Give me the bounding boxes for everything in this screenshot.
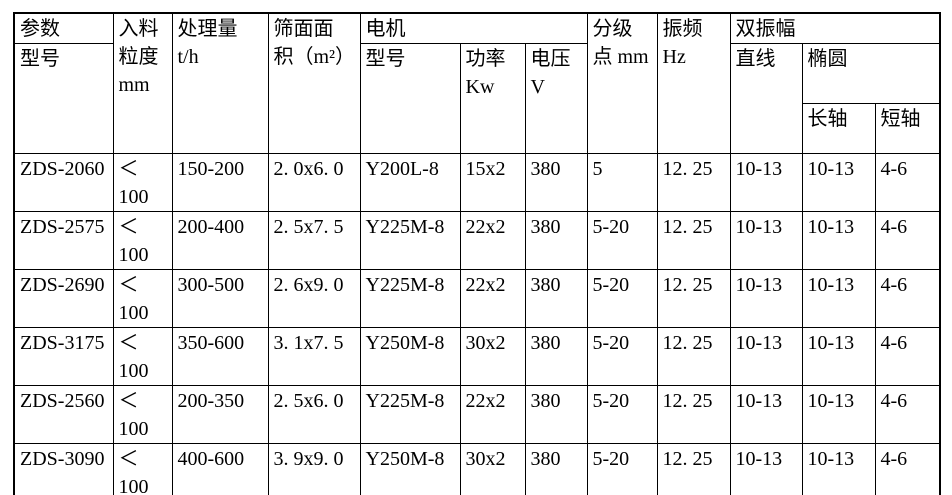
table-row: ZDS-2060 ＜ 100 150-200 2. 0x6. 0 Y200L-8… — [13, 153, 941, 212]
cell-grading: 5-20 — [586, 269, 658, 328]
cell-area: 2. 0x6. 0 — [267, 153, 361, 212]
cell-power: 22x2 — [459, 385, 526, 444]
cell-motor: Y250M-8 — [359, 327, 461, 386]
cell-linear: 10-13 — [729, 385, 803, 444]
header-screen-area: 筛面面 积（m²） — [267, 12, 361, 154]
cell-area: 2. 5x6. 0 — [267, 385, 361, 444]
cell-short-axis: 4-6 — [874, 385, 941, 444]
cell-area: 3. 1x7. 5 — [267, 327, 361, 386]
cell-long-axis: 10-13 — [801, 153, 876, 212]
cell-freq: 12. 25 — [656, 153, 731, 212]
cell-long-axis: 10-13 — [801, 443, 876, 495]
cell-capacity: 400-600 — [171, 443, 269, 495]
cell-model: ZDS-2560 — [13, 385, 114, 444]
cell-model: ZDS-3090 — [13, 443, 114, 495]
cell-freq: 12. 25 — [656, 385, 731, 444]
header-ellipse-long-axis: 长轴 — [801, 103, 876, 154]
cell-model: ZDS-3175 — [13, 327, 114, 386]
cell-area: 2. 5x7. 5 — [267, 211, 361, 270]
header-motor-group: 电机 — [359, 12, 588, 44]
cell-feed: ＜ 100 — [112, 269, 173, 328]
cell-motor: Y200L-8 — [359, 153, 461, 212]
cell-linear: 10-13 — [729, 211, 803, 270]
cell-grading: 5-20 — [586, 211, 658, 270]
cell-motor: Y250M-8 — [359, 443, 461, 495]
header-param: 参数 — [13, 12, 114, 44]
cell-voltage: 380 — [524, 385, 588, 444]
cell-capacity: 300-500 — [171, 269, 269, 328]
cell-long-axis: 10-13 — [801, 327, 876, 386]
header-amplitude-ellipse: 椭圆 — [801, 43, 941, 104]
cell-motor: Y225M-8 — [359, 385, 461, 444]
cell-freq: 12. 25 — [656, 269, 731, 328]
cell-linear: 10-13 — [729, 153, 803, 212]
cell-voltage: 380 — [524, 269, 588, 328]
cell-model: ZDS-2060 — [13, 153, 114, 212]
cell-short-axis: 4-6 — [874, 211, 941, 270]
cell-feed: ＜ 100 — [112, 385, 173, 444]
header-feed-size: 入料 粒度 mm — [112, 12, 173, 154]
cell-power: 30x2 — [459, 327, 526, 386]
header-row-2: 型号 型号 功率 Kw 电压 V 直线 椭圆 — [13, 43, 941, 154]
cell-linear: 10-13 — [729, 443, 803, 495]
cell-power: 22x2 — [459, 211, 526, 270]
cell-short-axis: 4-6 — [874, 443, 941, 495]
cell-long-axis: 10-13 — [801, 385, 876, 444]
cell-linear: 10-13 — [729, 327, 803, 386]
header-double-amplitude-group: 双振幅 — [729, 12, 941, 44]
header-motor-voltage: 电压 V — [524, 43, 588, 154]
table-row: ZDS-2690 ＜ 100 300-500 2. 6x9. 0 Y225M-8… — [13, 269, 941, 328]
spec-table: 参数 入料 粒度 mm 处理量 t/h 筛面面 积（m²） 电机 分级 点 mm… — [13, 12, 942, 495]
cell-model: ZDS-2690 — [13, 269, 114, 328]
cell-short-axis: 4-6 — [874, 153, 941, 212]
cell-feed: ＜ 100 — [112, 211, 173, 270]
cell-feed: ＜ 100 — [112, 327, 173, 386]
table-row: ZDS-3175 ＜ 100 350-600 3. 1x7. 5 Y250M-8… — [13, 327, 941, 386]
table-row: ZDS-2560 ＜ 100 200-350 2. 5x6. 0 Y225M-8… — [13, 385, 941, 444]
cell-area: 3. 9x9. 0 — [267, 443, 361, 495]
cell-linear: 10-13 — [729, 269, 803, 328]
header-ellipse-short-axis: 短轴 — [874, 103, 941, 154]
cell-power: 22x2 — [459, 269, 526, 328]
cell-grading: 5-20 — [586, 443, 658, 495]
cell-freq: 12. 25 — [656, 211, 731, 270]
cell-grading: 5 — [586, 153, 658, 212]
cell-capacity: 350-600 — [171, 327, 269, 386]
cell-feed: ＜ 100 — [112, 153, 173, 212]
cell-feed: ＜ 100 — [112, 443, 173, 495]
cell-capacity: 200-350 — [171, 385, 269, 444]
cell-motor: Y225M-8 — [359, 269, 461, 328]
header-vibration-freq: 振频 Hz — [656, 12, 731, 154]
cell-voltage: 380 — [524, 443, 588, 495]
cell-grading: 5-20 — [586, 327, 658, 386]
header-grading-point: 分级 点 mm — [586, 12, 658, 154]
cell-grading: 5-20 — [586, 385, 658, 444]
header-motor-model: 型号 — [359, 43, 461, 154]
cell-long-axis: 10-13 — [801, 269, 876, 328]
header-amplitude-linear: 直线 — [729, 43, 803, 154]
header-model: 型号 — [13, 43, 114, 154]
cell-capacity: 150-200 — [171, 153, 269, 212]
cell-model: ZDS-2575 — [13, 211, 114, 270]
cell-motor: Y225M-8 — [359, 211, 461, 270]
cell-short-axis: 4-6 — [874, 327, 941, 386]
cell-power: 30x2 — [459, 443, 526, 495]
table-row: ZDS-3090 ＜ 100 400-600 3. 9x9. 0 Y250M-8… — [13, 443, 941, 495]
cell-capacity: 200-400 — [171, 211, 269, 270]
cell-long-axis: 10-13 — [801, 211, 876, 270]
cell-voltage: 380 — [524, 153, 588, 212]
cell-freq: 12. 25 — [656, 327, 731, 386]
cell-voltage: 380 — [524, 211, 588, 270]
cell-power: 15x2 — [459, 153, 526, 212]
cell-short-axis: 4-6 — [874, 269, 941, 328]
header-row-3: 长轴 短轴 — [14, 103, 941, 154]
header-capacity: 处理量 t/h — [171, 12, 269, 154]
cell-freq: 12. 25 — [656, 443, 731, 495]
header-row-1: 参数 入料 粒度 mm 处理量 t/h 筛面面 积（m²） 电机 分级 点 mm… — [13, 12, 941, 154]
cell-area: 2. 6x9. 0 — [267, 269, 361, 328]
table-row: ZDS-2575 ＜ 100 200-400 2. 5x7. 5 Y225M-8… — [13, 211, 941, 270]
cell-voltage: 380 — [524, 327, 588, 386]
header-motor-power: 功率 Kw — [459, 43, 526, 154]
